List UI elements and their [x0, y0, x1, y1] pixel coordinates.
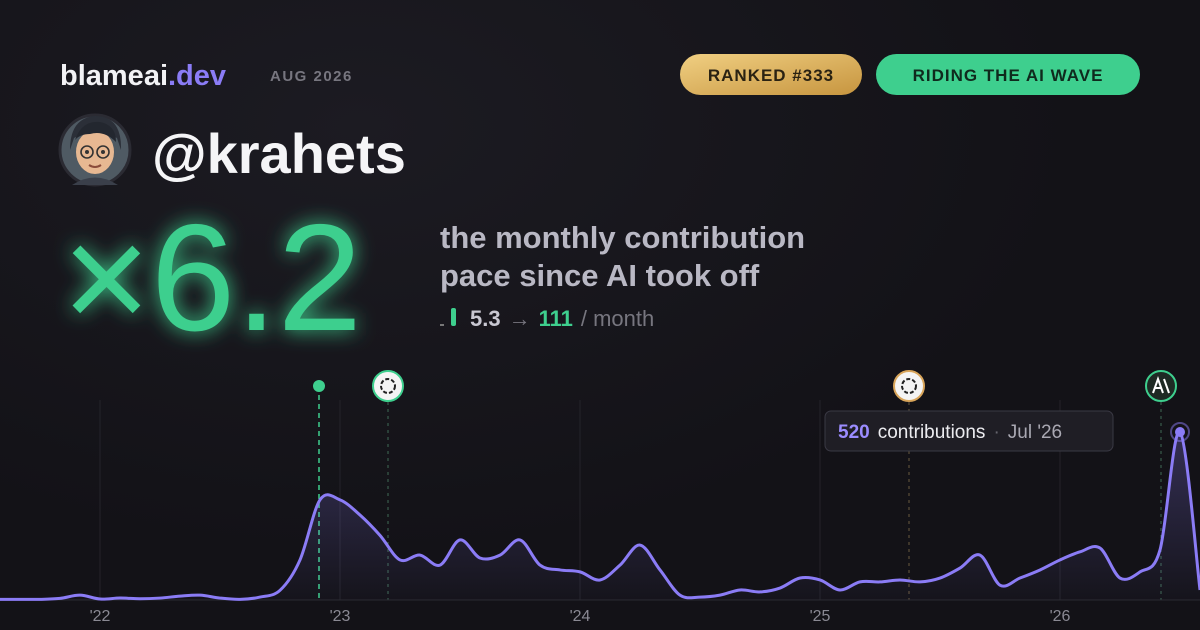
pace-after: 111 — [539, 306, 573, 331]
wave-badge — [876, 54, 1140, 95]
brand-name: blameai — [60, 60, 168, 92]
rank-badge — [680, 54, 862, 95]
event-markers — [313, 370, 1177, 600]
pace-icon — [440, 324, 444, 326]
openai-icon — [893, 370, 925, 402]
openai-logo — [901, 378, 917, 394]
caption-line: pace since AI took off — [440, 258, 760, 293]
brand: blameai.dev — [60, 60, 226, 92]
openai-icon — [372, 370, 404, 402]
tooltip-value: 520 — [838, 422, 870, 443]
pace-icon — [451, 308, 456, 326]
multiplier: ×6.2 — [62, 193, 362, 363]
line — [0, 430, 1200, 601]
brand-tld: .dev — [168, 60, 226, 92]
x-tick-label: '22 — [90, 608, 111, 625]
period: AUG 2026 — [270, 68, 353, 85]
tooltip-text: 520 contributions · Jul '26 — [838, 422, 1062, 443]
pace-arrow: → — [509, 306, 531, 331]
event-dot — [313, 380, 325, 392]
wave-text: RIDING THE AI WAVE — [913, 66, 1104, 85]
openai-logo — [380, 378, 396, 394]
handle: @krahets — [152, 122, 406, 185]
anthropic-logo — [1152, 376, 1170, 394]
peak-ring — [1170, 422, 1190, 442]
tooltip-date: Jul '26 — [1008, 422, 1062, 443]
tooltip — [824, 410, 1114, 452]
rank-text: RANKED #333 — [708, 66, 834, 85]
area-fill — [0, 431, 1200, 600]
pace-before: 5.3 — [470, 306, 501, 331]
x-tick-label: '26 — [1050, 608, 1071, 625]
pace-unit: / month — [581, 306, 654, 331]
caption-line: the monthly contribution — [440, 220, 805, 255]
tooltip-unit: contributions — [878, 422, 986, 443]
x-tick-label: '24 — [570, 608, 591, 625]
avatar — [58, 113, 132, 187]
peak-point — [1175, 427, 1185, 437]
plot: '22 '23 '24 '25 '26 — [0, 400, 1200, 625]
x-tick-label: '25 — [810, 608, 831, 625]
x-tick-label: '23 — [330, 608, 351, 625]
tooltip-separator: · — [993, 422, 999, 443]
pace: 5.3 → 111 / month — [470, 306, 654, 331]
